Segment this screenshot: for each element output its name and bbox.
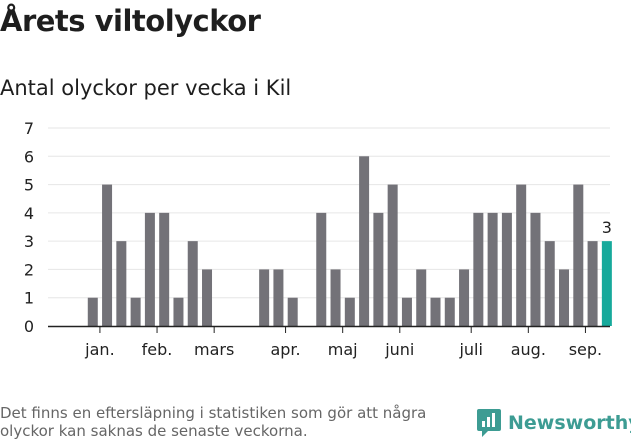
x-tick-label: mars <box>194 340 234 359</box>
newsworthy-logo-icon <box>477 409 501 437</box>
x-tick-label: sep. <box>569 340 602 359</box>
x-tick-label: maj <box>328 340 358 359</box>
bar <box>144 212 155 326</box>
y-tick-label: 4 <box>24 204 34 223</box>
bar <box>473 212 484 326</box>
bar <box>573 184 584 326</box>
bar <box>516 184 527 326</box>
bar <box>430 297 441 326</box>
x-tick-label: apr. <box>270 340 300 359</box>
bar <box>416 269 427 326</box>
bar <box>173 297 184 326</box>
bar <box>373 212 384 326</box>
footnote: Det finns en eftersläpning i statistiken… <box>0 404 427 440</box>
bar <box>273 269 284 326</box>
y-tick-label: 5 <box>24 176 34 195</box>
bar <box>587 241 598 326</box>
bar <box>387 184 398 326</box>
x-tick-label: aug. <box>511 340 546 359</box>
bar <box>359 156 370 326</box>
bar <box>530 212 541 326</box>
bar <box>102 184 113 326</box>
y-tick-label: 0 <box>24 317 34 336</box>
y-tick-label: 7 <box>24 119 34 138</box>
bar-chart: 0 1 2 3 4 5 6 7 3 jan. feb. mars apr. maj juni juli aug.… <box>24 119 612 359</box>
bar <box>130 297 141 326</box>
y-tick-label: 6 <box>24 147 34 166</box>
bar <box>401 297 412 326</box>
bar <box>559 269 570 326</box>
bar <box>116 241 127 326</box>
x-tick-label: juni <box>384 340 414 359</box>
bar <box>344 297 355 326</box>
bar <box>544 241 555 326</box>
brand-name: Newsworthy <box>508 412 631 434</box>
x-tick-label: jan. <box>84 340 114 359</box>
y-tick-label: 1 <box>24 289 34 308</box>
x-tick-label: feb. <box>142 340 173 359</box>
bar <box>202 269 213 326</box>
chart-subtitle: Antal olyckor per vecka i Kil <box>0 76 292 100</box>
x-tick-label: juli <box>458 340 482 359</box>
bar <box>459 269 470 326</box>
bar <box>501 212 512 326</box>
bar <box>316 212 327 326</box>
bar <box>487 212 498 326</box>
y-tick-label: 3 <box>24 232 34 251</box>
bar <box>330 269 341 326</box>
bar <box>259 269 270 326</box>
brand-logo: Newsworthy <box>476 408 631 438</box>
chart-title: Årets viltolyckor <box>0 4 261 38</box>
y-tick-label: 2 <box>24 260 34 279</box>
bar <box>159 212 170 326</box>
bar <box>87 297 98 326</box>
bar <box>187 241 198 326</box>
highlighted-bar <box>601 241 612 326</box>
highlight-value-label: 3 <box>602 218 612 237</box>
bar <box>287 297 298 326</box>
bar <box>444 297 455 326</box>
